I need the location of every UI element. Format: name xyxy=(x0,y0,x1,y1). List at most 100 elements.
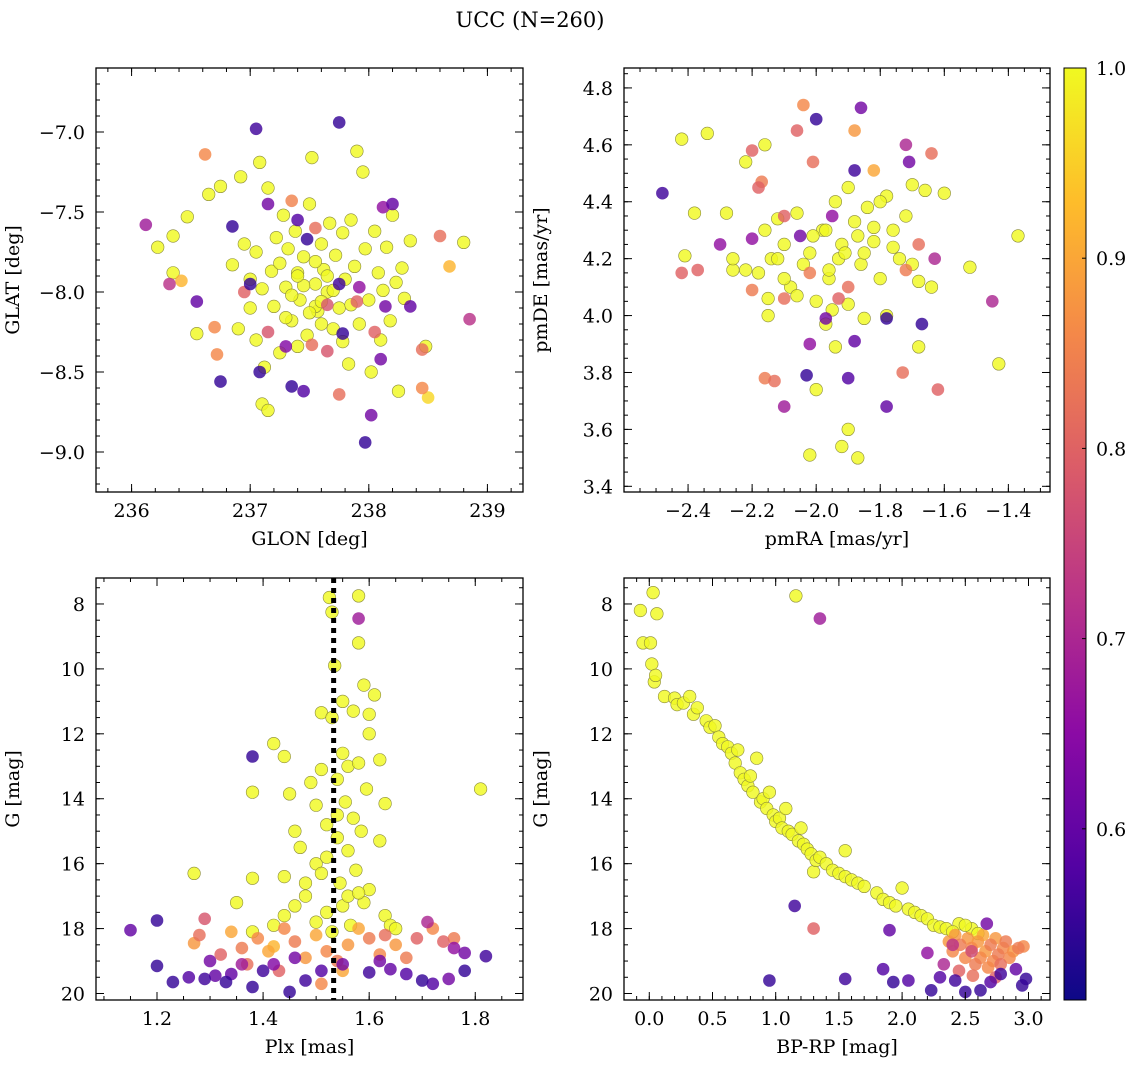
data-point xyxy=(915,317,929,331)
x-tick-label: −2.4 xyxy=(665,500,711,522)
x-tick-label: −2.2 xyxy=(729,500,775,522)
data-point xyxy=(921,946,934,960)
data-point xyxy=(350,295,364,308)
data-point xyxy=(314,866,329,881)
data-point xyxy=(691,263,704,277)
data-point xyxy=(803,266,817,280)
data-point xyxy=(320,850,334,864)
data-point xyxy=(190,295,204,308)
data-point xyxy=(376,283,390,298)
data-point xyxy=(726,252,740,266)
data-point xyxy=(332,388,346,401)
data-point xyxy=(256,964,270,978)
data-point xyxy=(726,263,740,277)
data-point xyxy=(299,974,312,987)
data-point xyxy=(285,288,299,302)
data-point xyxy=(378,796,392,811)
data-point xyxy=(166,975,180,989)
colorbar-tick-label: 0.6 xyxy=(1096,819,1126,841)
data-point xyxy=(230,895,244,910)
data-point xyxy=(803,337,817,351)
data-point xyxy=(994,958,1007,971)
data-point xyxy=(150,959,164,973)
data-point xyxy=(892,252,907,266)
data-point xyxy=(182,971,196,984)
ticks xyxy=(96,578,523,1000)
data-point xyxy=(235,958,249,971)
x-tick-label: 1.4 xyxy=(248,1008,278,1030)
data-point xyxy=(731,743,745,757)
data-point xyxy=(758,138,772,152)
data-point xyxy=(386,197,399,211)
data-point xyxy=(341,938,355,952)
data-point xyxy=(249,122,263,136)
data-point xyxy=(790,206,804,220)
data-point xyxy=(789,589,803,603)
data-point xyxy=(344,213,358,227)
data-point xyxy=(838,246,852,260)
data-point xyxy=(645,657,659,671)
data-point xyxy=(376,200,390,214)
data-point xyxy=(437,935,450,948)
y-tick-label: 4.0 xyxy=(583,306,613,328)
data-point xyxy=(320,945,334,958)
data-point xyxy=(895,881,909,895)
data-point xyxy=(905,178,919,192)
data-point xyxy=(362,932,376,945)
data-point xyxy=(198,972,211,986)
data-point xyxy=(278,922,291,935)
data-point xyxy=(346,811,360,825)
data-point xyxy=(226,220,239,233)
data-point xyxy=(352,886,366,900)
data-point xyxy=(269,231,283,245)
data-point xyxy=(809,294,823,308)
x-axis-label: pmRA [mas/yr] xyxy=(765,528,909,550)
data-point xyxy=(249,245,263,259)
data-point xyxy=(279,311,293,325)
y-tick-label: 12 xyxy=(589,724,613,746)
data-point xyxy=(777,237,791,251)
data-point xyxy=(261,197,275,211)
data-point xyxy=(341,844,355,858)
data-point xyxy=(297,279,311,293)
data-point xyxy=(902,155,916,169)
data-point xyxy=(291,213,304,227)
data-point xyxy=(796,257,811,271)
data-point xyxy=(288,824,302,838)
data-point xyxy=(309,221,322,235)
data-point xyxy=(190,327,204,341)
data-point xyxy=(209,969,222,982)
scatter-series xyxy=(633,585,1033,999)
y-tick-label: 3.4 xyxy=(583,476,613,498)
data-point xyxy=(965,945,978,958)
data-point xyxy=(762,785,777,799)
y-tick-label: 20 xyxy=(61,984,85,1006)
data-point xyxy=(214,375,227,388)
data-point xyxy=(745,144,759,157)
data-point xyxy=(373,753,387,767)
data-point xyxy=(336,746,350,760)
data-point xyxy=(237,237,251,251)
x-tick-label: 3.0 xyxy=(1013,1008,1043,1030)
data-point xyxy=(302,197,317,211)
data-point xyxy=(349,863,363,877)
data-point xyxy=(214,948,227,961)
data-point xyxy=(262,945,275,958)
data-point xyxy=(745,232,759,245)
data-point xyxy=(771,252,785,266)
data-point xyxy=(246,750,259,763)
scatter-series xyxy=(656,98,1025,465)
data-point xyxy=(336,327,350,340)
data-point xyxy=(457,235,471,249)
chart-pmra-pmde: −2.4 −2.2 −2.0 −1.8 −1.6 −1.4 3.4 3.6 3.8 4.0 4.2 4… xyxy=(530,67,1051,550)
scatter-series xyxy=(139,116,476,449)
data-point xyxy=(285,380,299,393)
data-point xyxy=(151,240,165,254)
y-tick-label: −8.5 xyxy=(39,362,85,384)
data-point xyxy=(675,266,688,280)
data-point xyxy=(300,232,314,246)
y-tick-label: −9.0 xyxy=(39,442,85,464)
y-tick-label: −8.0 xyxy=(39,282,85,304)
data-point xyxy=(352,612,365,625)
data-point xyxy=(848,164,861,177)
